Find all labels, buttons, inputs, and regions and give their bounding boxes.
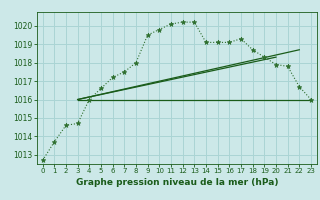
X-axis label: Graphe pression niveau de la mer (hPa): Graphe pression niveau de la mer (hPa) xyxy=(76,178,278,187)
